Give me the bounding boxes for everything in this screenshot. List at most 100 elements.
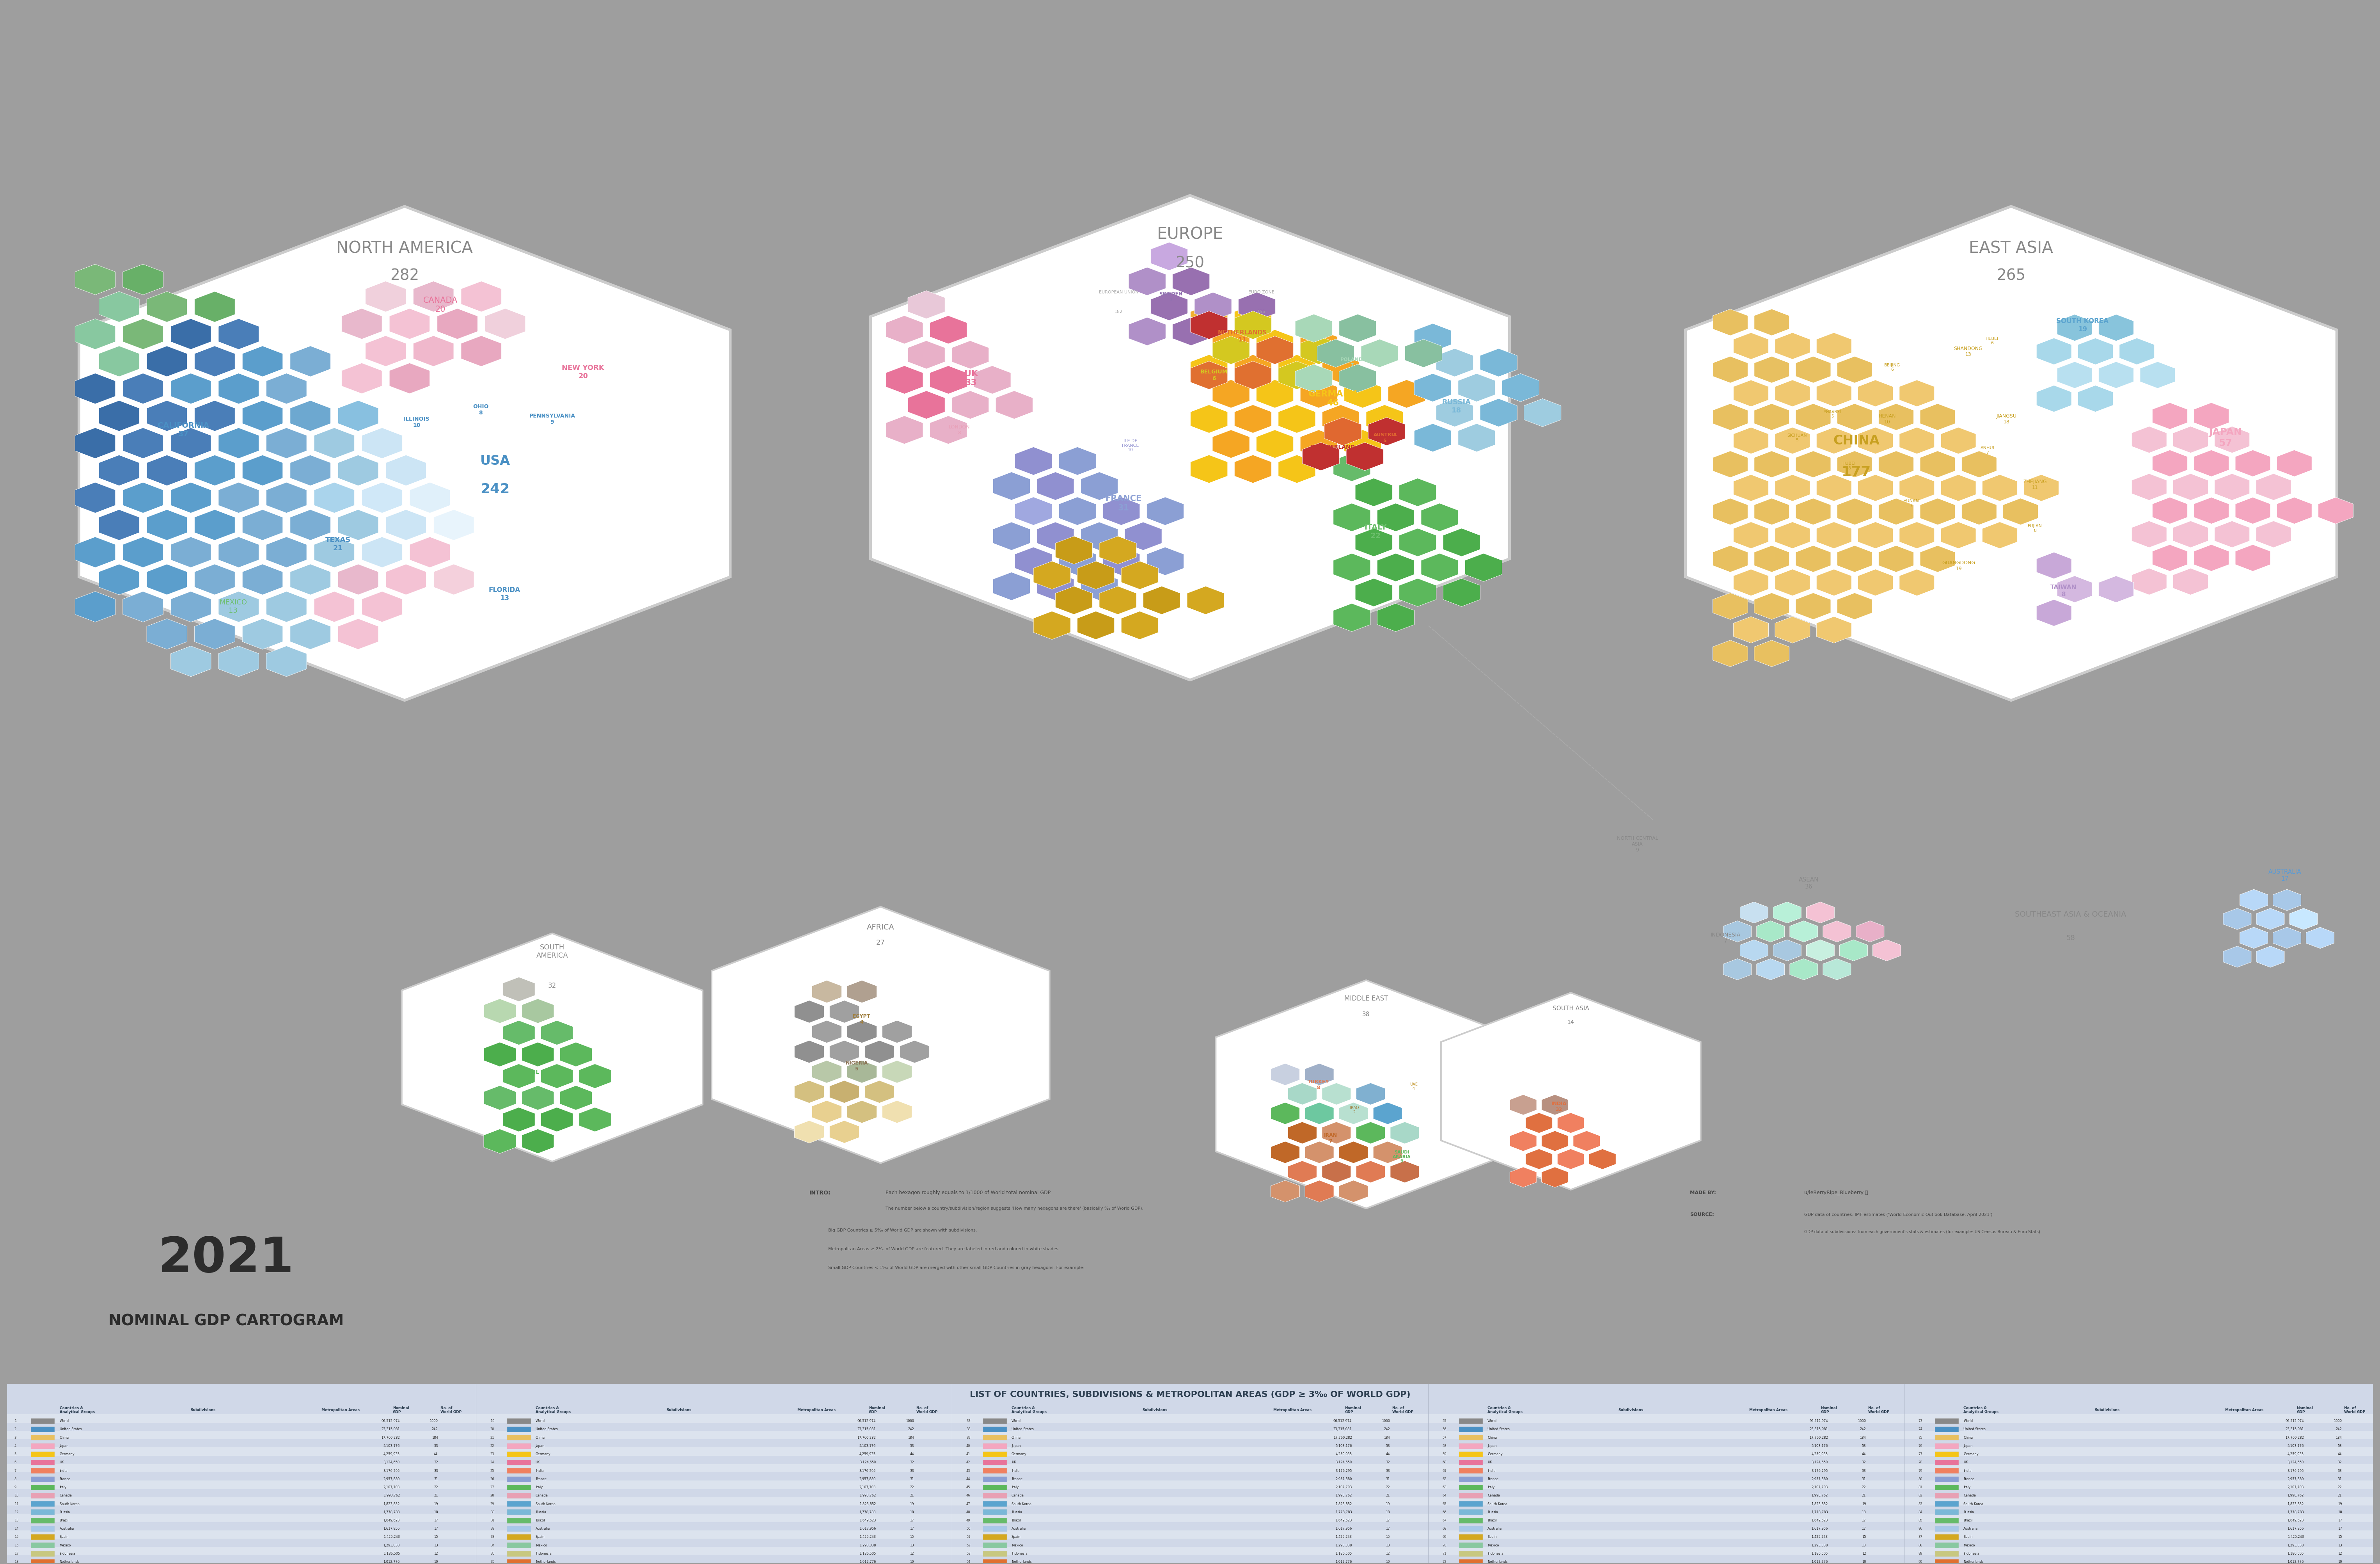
Polygon shape [1442,579,1480,607]
FancyBboxPatch shape [1459,1426,1483,1433]
Polygon shape [195,565,236,594]
FancyBboxPatch shape [1935,1436,1959,1440]
Text: 49: 49 [966,1519,971,1522]
Text: India: India [1011,1469,1019,1473]
Polygon shape [521,1085,555,1110]
FancyBboxPatch shape [31,1484,55,1490]
Polygon shape [1059,547,1095,576]
Polygon shape [243,400,283,432]
Polygon shape [2132,474,2166,500]
Text: Germany: Germany [1963,1453,1978,1456]
Polygon shape [559,1042,593,1067]
Text: ANHUI
7: ANHUI 7 [1980,446,1994,455]
Polygon shape [1733,474,1768,500]
Polygon shape [1173,267,1209,296]
Text: Mexico: Mexico [1963,1544,1975,1547]
Polygon shape [995,391,1033,419]
Polygon shape [1235,455,1271,483]
Polygon shape [1340,364,1376,393]
Text: 2,107,703: 2,107,703 [1811,1486,1828,1489]
Text: HUBEI
8: HUBEI 8 [1842,461,1856,471]
Polygon shape [1740,902,1768,923]
Text: JAPAN
57: JAPAN 57 [2209,427,2242,447]
Text: 4,259,935: 4,259,935 [1335,1453,1352,1456]
Text: World: World [1488,1419,1497,1423]
Text: 12: 12 [14,1511,19,1514]
FancyBboxPatch shape [7,1414,2373,1423]
Polygon shape [2037,385,2071,411]
Polygon shape [1714,404,1747,430]
Polygon shape [812,1101,843,1123]
FancyBboxPatch shape [7,1530,2373,1539]
Polygon shape [1211,330,1250,358]
Text: Metropolitan Areas: Metropolitan Areas [321,1408,359,1412]
Text: Each hexagon roughly equals to 1/1000 of World total nominal GDP.: Each hexagon roughly equals to 1/1000 of… [885,1190,1052,1195]
Polygon shape [386,510,426,540]
Polygon shape [1340,1103,1368,1125]
Text: 184: 184 [1383,1436,1390,1439]
Polygon shape [1733,333,1768,360]
Polygon shape [219,319,259,349]
Text: 19: 19 [1385,1501,1390,1506]
Text: 24: 24 [490,1461,495,1464]
Polygon shape [1480,399,1516,427]
FancyBboxPatch shape [1459,1517,1483,1523]
Text: CALIFORNIA
37: CALIFORNIA 37 [157,422,209,438]
FancyBboxPatch shape [31,1509,55,1516]
Polygon shape [1014,497,1052,526]
Text: 3,124,650: 3,124,650 [2287,1461,2304,1464]
Polygon shape [578,1107,612,1132]
Text: Netherlands: Netherlands [1011,1561,1031,1564]
Polygon shape [414,282,455,311]
Polygon shape [1078,612,1114,640]
Text: China: China [60,1436,69,1439]
Polygon shape [1404,339,1442,368]
Text: 12: 12 [2337,1551,2342,1555]
Text: Indonesia: Indonesia [60,1551,76,1555]
Text: 15: 15 [909,1536,914,1539]
Polygon shape [1014,547,1052,576]
Text: 13: 13 [1861,1544,1866,1547]
Polygon shape [847,1020,876,1043]
Polygon shape [712,907,1050,1164]
Text: 1,617,956: 1,617,956 [2287,1526,2304,1531]
FancyBboxPatch shape [507,1451,531,1458]
Polygon shape [243,346,283,377]
Polygon shape [1940,427,1975,454]
Text: 15: 15 [1385,1536,1390,1539]
Text: 27: 27 [490,1486,495,1489]
Polygon shape [2132,568,2166,594]
Polygon shape [1733,427,1768,454]
Polygon shape [1399,479,1435,507]
Text: 2,107,703: 2,107,703 [383,1486,400,1489]
Text: 1,617,956: 1,617,956 [1335,1526,1352,1531]
Polygon shape [1257,336,1292,364]
Text: Countries &
Analytical Groups: Countries & Analytical Groups [1963,1406,1999,1414]
Polygon shape [1837,357,1873,383]
Polygon shape [2213,474,2249,500]
Polygon shape [885,316,923,344]
Text: Japan: Japan [1963,1444,1973,1448]
Polygon shape [1795,404,1830,430]
Polygon shape [148,400,188,432]
Text: 70: 70 [1442,1544,1447,1547]
Polygon shape [267,646,307,677]
Polygon shape [1837,546,1873,572]
Polygon shape [992,472,1031,500]
Polygon shape [1399,579,1435,607]
Polygon shape [1190,361,1228,389]
Text: Metropolitan Areas: Metropolitan Areas [2225,1408,2263,1412]
Text: Netherlands: Netherlands [536,1561,555,1564]
Polygon shape [1373,1142,1402,1164]
Polygon shape [1333,504,1371,532]
Text: 62: 62 [1442,1478,1447,1481]
Text: No. of
World GDP: No. of World GDP [1392,1406,1414,1414]
Polygon shape [1714,310,1747,336]
Text: 33: 33 [1861,1469,1866,1473]
Polygon shape [1211,380,1250,408]
Text: PENNSYLVANIA
9: PENNSYLVANIA 9 [528,413,576,425]
Polygon shape [992,522,1031,551]
Text: 12: 12 [433,1551,438,1555]
Text: Countries &
Analytical Groups: Countries & Analytical Groups [536,1406,571,1414]
Text: OHIO
8: OHIO 8 [474,404,488,416]
